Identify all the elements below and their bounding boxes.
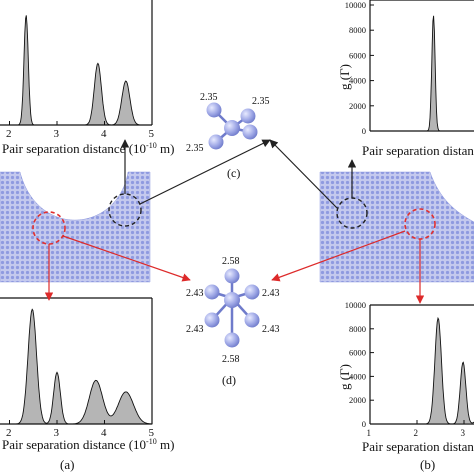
atom <box>204 284 220 300</box>
x-tick-label: 3 <box>54 128 60 140</box>
atom-center <box>224 120 240 136</box>
x-ticks-top-left: 2 3 4 5 <box>6 121 155 140</box>
highlight-circle-surface <box>108 193 142 227</box>
y-tick-label: 8000 <box>349 25 366 35</box>
x-axis-label-bottom-left: Pair separation distance (10-10 m) <box>2 437 174 452</box>
cluster-d: 2.58 2.43 2.43 2.43 2.43 2.58 (d) <box>186 256 280 387</box>
arrow-left-to-cluster-c <box>139 139 271 205</box>
plot-bottom-right: 0 2000 4000 6000 8000 10000 1 2 3 g (Γ) Pair se… <box>337 300 474 472</box>
y-tick-label: 2000 <box>349 101 366 111</box>
atom <box>244 312 260 328</box>
atomistic-slab-right <box>319 171 474 283</box>
x-tick-label: 4 <box>101 427 107 439</box>
plot-top-right: 0 2000 4000 6000 8000 10000 g (Γ) Pair separa… <box>337 0 474 158</box>
bond-length-label: 2.58 <box>222 256 240 267</box>
atom <box>244 284 260 300</box>
atom <box>224 268 240 284</box>
y-tick-label: 8000 <box>349 324 366 334</box>
series-area <box>0 15 152 126</box>
y-ticks-bottom-right: 0 2000 4000 6000 8000 10000 <box>345 300 374 429</box>
series-area-top-left <box>0 15 152 126</box>
x-tick-label: 5 <box>149 427 155 439</box>
y-tick-label: 0 <box>362 126 366 136</box>
atom <box>242 124 258 140</box>
atom-center <box>224 292 240 308</box>
x-tick-label: 5 <box>149 128 155 140</box>
x-tick-label: 3 <box>461 428 466 438</box>
x-axis-label-top-right: Pair separation distance <box>362 143 474 158</box>
x-axis-label-top-left: Pair separation distance (10-10 m) <box>2 141 174 156</box>
y-tick-label: 10000 <box>345 300 366 310</box>
plot-top-left: 2 3 4 5 Pair separation distance (10-10 m) <box>0 0 174 156</box>
x-tick-label: 3 <box>54 427 60 439</box>
series-area <box>0 308 153 425</box>
y-tick-label: 6000 <box>349 348 366 358</box>
panel-label-b: (b) <box>420 457 435 472</box>
atom <box>206 102 222 118</box>
series-area-bottom-left <box>0 308 153 425</box>
bond-length-label: 2.35 <box>200 92 218 103</box>
series-area-bottom-right <box>370 316 474 425</box>
panel-label-c: (c) <box>227 166 240 180</box>
x-ticks-bottom-left: 2 3 4 5 <box>6 420 155 439</box>
x-tick-label: 4 <box>101 128 107 140</box>
y-tick-label: 10000 <box>345 0 366 10</box>
x-tick-label: 2 <box>414 428 419 438</box>
panel-label-a: (a) <box>60 457 74 472</box>
x-ticks-bottom-right: 1 2 3 <box>367 420 466 438</box>
bond-length-label: 2.43 <box>186 324 204 335</box>
bond-length-label: 2.58 <box>222 354 240 365</box>
atom <box>204 312 220 328</box>
arrow-left-to-cluster-d <box>62 235 191 282</box>
bond-length-label: 2.35 <box>186 143 204 154</box>
bond-length-label: 2.43 <box>186 288 204 299</box>
y-axis-label-bottom-right: g (Γ) <box>337 364 352 390</box>
y-tick-label: 4000 <box>349 76 366 86</box>
bond-length-label: 2.43 <box>262 288 280 299</box>
arrows <box>44 139 425 304</box>
x-tick-label: 2 <box>6 427 12 439</box>
arrow-right-to-cluster-d <box>271 230 406 282</box>
x-tick-label: 1 <box>367 428 372 438</box>
atom <box>240 108 256 124</box>
atom <box>208 134 224 150</box>
y-tick-label: 4000 <box>349 371 366 381</box>
bond-length-label: 2.43 <box>262 324 280 335</box>
series-area <box>370 15 474 132</box>
bond-length-label: 2.35 <box>252 96 270 107</box>
panel-label-d: (d) <box>222 373 236 387</box>
arrow-right-to-cluster-c <box>269 139 338 209</box>
cluster-c: 2.35 2.35 2.35 (c) <box>186 92 270 180</box>
y-ticks-top-right: 0 2000 4000 6000 8000 10000 <box>345 0 374 136</box>
series-area-top-right <box>370 15 474 132</box>
y-tick-label: 0 <box>362 419 366 429</box>
y-tick-label: 6000 <box>349 50 366 60</box>
atomistic-slab-left <box>0 171 151 283</box>
x-axis-label-bottom-right: Pair separation distance <box>362 439 474 454</box>
x-tick-label: 2 <box>6 128 12 140</box>
atom <box>224 332 240 348</box>
series-area <box>370 316 474 425</box>
y-axis-label-top-right: g (Γ) <box>337 64 352 90</box>
y-tick-label: 2000 <box>349 395 366 405</box>
